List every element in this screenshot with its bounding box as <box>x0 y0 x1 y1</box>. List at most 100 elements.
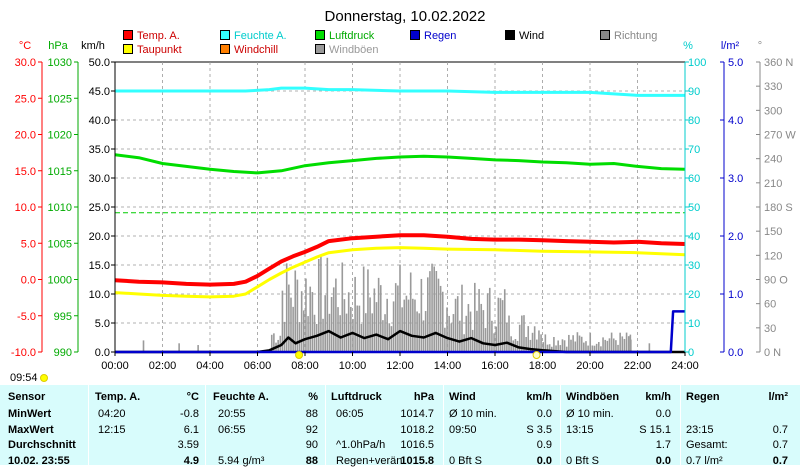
stats-cell: 0.0 <box>536 408 552 420</box>
stats-cell: 0.7 l/m² <box>686 454 723 467</box>
legend-label: Windböen <box>329 44 379 56</box>
series-lines <box>114 86 686 354</box>
stats-cell: -0.8 <box>180 408 199 420</box>
axis-tick-label: 30 <box>688 260 700 272</box>
axis-units: °C hPa km/h% l/m² ° <box>19 40 762 52</box>
series-line <box>115 86 685 97</box>
axis-tick-label: 1010 <box>48 202 72 214</box>
legend-item: Regen <box>410 30 456 42</box>
legend-label: Richtung <box>614 30 658 42</box>
axis-tick-label: 1000 <box>48 275 72 287</box>
axis-tick-label: 300 <box>764 105 782 117</box>
stats-cell: Ø 10 min. <box>449 408 497 420</box>
axis-tick-label: 0.0 <box>95 347 110 359</box>
stats-separator <box>325 385 326 465</box>
axis-tick-label: 360 N <box>764 57 793 69</box>
stats-row-label: MinWert <box>8 408 52 420</box>
axis-tick-label: 20.0 <box>89 231 110 243</box>
stats-cell: 0 Bft S <box>566 454 600 467</box>
legend-label: Luftdruck <box>329 30 375 42</box>
axis-tick-label: 3.0 <box>728 173 743 185</box>
stats-cell: 06:05 <box>336 408 364 420</box>
stats-cell: 5.94 g/m³ <box>218 454 265 467</box>
axis-tick-label: 15.0 <box>89 260 110 272</box>
stats-cell: 0.9 <box>536 439 552 451</box>
stats-separator <box>680 385 681 465</box>
axis-tick-label: 90 <box>688 86 700 98</box>
axis-tick-label: 30.0 <box>15 57 36 69</box>
weather-chart: Donnerstag, 10.02.2022 °C hPa km/h% l/m² ° 3… <box>10 8 796 384</box>
legend-item: Taupunkt <box>123 44 182 56</box>
axis-unit-label: °C <box>19 40 31 52</box>
axis-tick-label: 210 <box>764 178 782 190</box>
axis-tick-label: 50 <box>688 202 700 214</box>
axis-tick-label: 1015 <box>48 166 72 178</box>
series-line <box>114 246 686 299</box>
stats-cell: S 3.5 <box>526 423 552 436</box>
stats-cell: 1.7 <box>655 439 671 451</box>
stats-header: % <box>308 391 318 403</box>
legend-item: Temp. A. <box>123 30 180 42</box>
legend-item: Wind <box>505 30 544 42</box>
stats-separator <box>88 385 89 465</box>
legend-swatch <box>315 44 325 54</box>
legend-swatch <box>315 30 325 40</box>
legend-swatch <box>220 44 230 54</box>
stats-header: Luftdruck <box>331 391 382 403</box>
series-line <box>114 233 686 287</box>
axis-tick-label: 70 <box>688 144 700 156</box>
axis-tick-label: 10.0 <box>15 202 36 214</box>
stats-cell: 0.7 <box>772 454 788 467</box>
stats-table: Sensor Temp. A. °C Feuchte A.% Luftdruck hPa W… <box>0 385 800 467</box>
axis-tick-label: 990 <box>54 347 72 359</box>
legend-item: Feuchte A. <box>220 30 287 42</box>
stats-cell: 4.9 <box>183 454 199 467</box>
axis-tick-label: 60 <box>688 173 700 185</box>
axis-tick-label: 4.0 <box>728 115 743 127</box>
axis-tick-label: 25.0 <box>15 93 36 105</box>
axis-tick-label: 100 <box>688 57 706 69</box>
axis-tick-label: 10.0 <box>89 289 110 301</box>
stats-cell: 3.59 <box>177 439 199 451</box>
axis-tick-label: 45.0 <box>89 86 110 98</box>
axis-tick-label: 40.0 <box>89 115 110 127</box>
stats-header: km/h <box>645 391 671 403</box>
stats-separator <box>560 385 561 465</box>
axis-tick-label: 30.0 <box>89 173 110 185</box>
legend-item: Luftdruck <box>315 30 374 42</box>
axis-tick-label: 1030 <box>48 57 72 69</box>
legend-swatch <box>123 30 133 40</box>
stats-cell: 06:55 <box>218 423 246 436</box>
stats-cell: 1015.8 <box>400 454 434 467</box>
x-tick-label: 00:00 <box>101 360 129 372</box>
stats-cell: 04:20 <box>98 408 126 420</box>
x-tick-label: 18:00 <box>529 360 557 372</box>
stats-header: Wind <box>449 391 476 403</box>
stats-cell: ^1.0hPa/h <box>336 439 386 451</box>
x-tick-label: 08:00 <box>291 360 319 372</box>
stats-header: hPa <box>413 391 434 403</box>
axis-tick-label: 5.0 <box>728 57 743 69</box>
axis-tick-label: -10.0 <box>11 347 36 359</box>
sun-marker <box>295 351 304 359</box>
axis-tick-label: 90 O <box>764 275 788 287</box>
stats-cell: S 15.1 <box>639 423 671 436</box>
stats-header: l/m² <box>768 391 788 403</box>
legend-swatch <box>220 30 230 40</box>
axis-tick-label: 10 <box>688 318 700 330</box>
axis-tick-label: 40 <box>688 231 700 243</box>
stats-cell: 90 <box>305 439 318 451</box>
stats-cell: 12:15 <box>98 423 126 436</box>
axis-tick-label: 2.0 <box>728 231 743 243</box>
axis-tick-label: 0 <box>688 347 694 359</box>
sun-marker <box>40 374 48 382</box>
axes: 30.025.020.015.010.05.00.0-5.0-10.010301… <box>11 57 796 359</box>
series-line <box>114 153 686 175</box>
axis-tick-label: 150 <box>764 226 782 238</box>
axis-unit-label: hPa <box>48 40 68 52</box>
stats-header: Temp. A. <box>95 391 141 403</box>
series-line <box>115 310 685 354</box>
axis-tick-label: 5.0 <box>21 238 36 250</box>
sun-marker <box>532 351 541 359</box>
axis-tick-label: 0.0 <box>21 275 36 287</box>
